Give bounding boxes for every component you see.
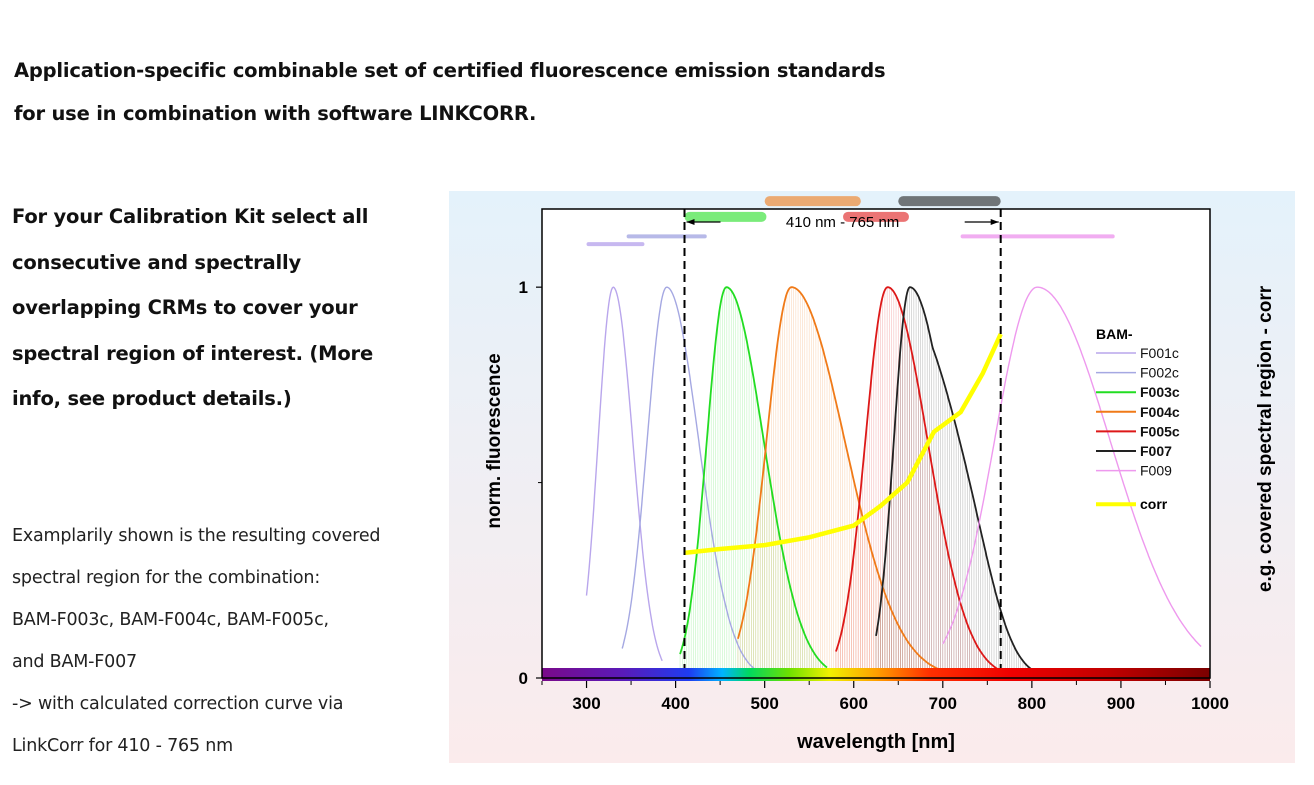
y-axis-label: norm. fluorescence (484, 353, 505, 528)
kit-text-line: spectral region of interest. (More (12, 342, 373, 365)
plot-frame (541, 208, 1211, 679)
note-line: Examplarily shown is the resulting cover… (12, 526, 381, 546)
legend-label-F003c: F003c (1140, 384, 1180, 400)
note-line: spectral region for the combination: (12, 568, 321, 588)
coverage-bar-F004c (764, 196, 861, 207)
y-tick-label: 1 (519, 278, 528, 297)
heading-line-1: Application-specific combinable set of c… (14, 59, 886, 82)
x-tick-label: 800 (1018, 694, 1046, 713)
range-arrowhead-left (686, 219, 695, 225)
plot-area (542, 209, 1210, 678)
note-line: LinkCorr for 410 - 765 nm (12, 736, 233, 756)
x-tick-label: 300 (572, 694, 600, 713)
legend-title: BAM- (1096, 326, 1133, 342)
heading-line-2: for use in combination with software LIN… (14, 102, 537, 125)
series-line-F007 (875, 286, 1040, 675)
series-line-F001c (585, 286, 663, 662)
legend-label-F004c: F004c (1140, 404, 1180, 420)
x-tick-label: 900 (1107, 694, 1135, 713)
coverage-bar-F009 (960, 234, 1115, 239)
x-axis-label: wavelength [nm] (796, 731, 955, 753)
coverage-bar-F005c (843, 211, 909, 222)
x-tick-label: 400 (661, 694, 689, 713)
legend-label-corr: corr (1140, 496, 1168, 512)
kit-text-line: consecutive and spectrally (12, 251, 301, 274)
x-tick-label: 1000 (1191, 694, 1229, 713)
series-line-F005c (835, 286, 1002, 672)
kit-text-line: info, see product details.) (12, 387, 292, 410)
kit-text-line: overlapping CRMs to cover your (12, 296, 358, 319)
coverage-bar-F002c (626, 234, 707, 239)
x-tick-label: 600 (840, 694, 868, 713)
kit-text-line: For your Calibration Kit select all (12, 205, 369, 228)
legend-label-F007: F007 (1140, 443, 1172, 459)
x-tick-label: 500 (750, 694, 778, 713)
spectrum-band (542, 668, 1210, 681)
range-label: 410 nm - 765 nm (786, 214, 899, 231)
note-line: -> with calculated correction curve via (12, 694, 344, 714)
legend-label-F002c: F002c (1140, 365, 1179, 381)
legend-label-F009: F009 (1140, 463, 1172, 479)
series-line-F003c (679, 286, 828, 669)
series-fill-F007 (875, 287, 1039, 678)
note-line: BAM-F003c, BAM-F004c, BAM-F005c, (12, 610, 329, 630)
series-line-F004c (737, 286, 944, 672)
y-tick-label: 0 (519, 669, 528, 688)
series-line-F009 (942, 286, 1202, 647)
coverage-bar-F007 (898, 196, 1001, 207)
legend-label-F001c: F001c (1140, 345, 1179, 361)
coverage-bar-F003c (684, 211, 767, 222)
x-tick-label: 700 (929, 694, 957, 713)
fluorescence-chart: 410 nm - 765 nm 300 400 500 600 700 800 900 1000… (449, 191, 1295, 763)
chart-svg: 410 nm - 765 nm 300 400 500 600 700 800 900 1000… (449, 191, 1295, 763)
range-arrowhead-right (990, 219, 999, 225)
note-line: and BAM-F007 (12, 652, 137, 672)
series-fill-F003c (679, 287, 828, 678)
right-axis-label: e.g. covered spectral region - corr (1255, 285, 1276, 592)
corr-line (684, 333, 1003, 556)
legend-label-F005c: F005c (1140, 423, 1180, 439)
coverage-bar-F001c (586, 242, 645, 247)
